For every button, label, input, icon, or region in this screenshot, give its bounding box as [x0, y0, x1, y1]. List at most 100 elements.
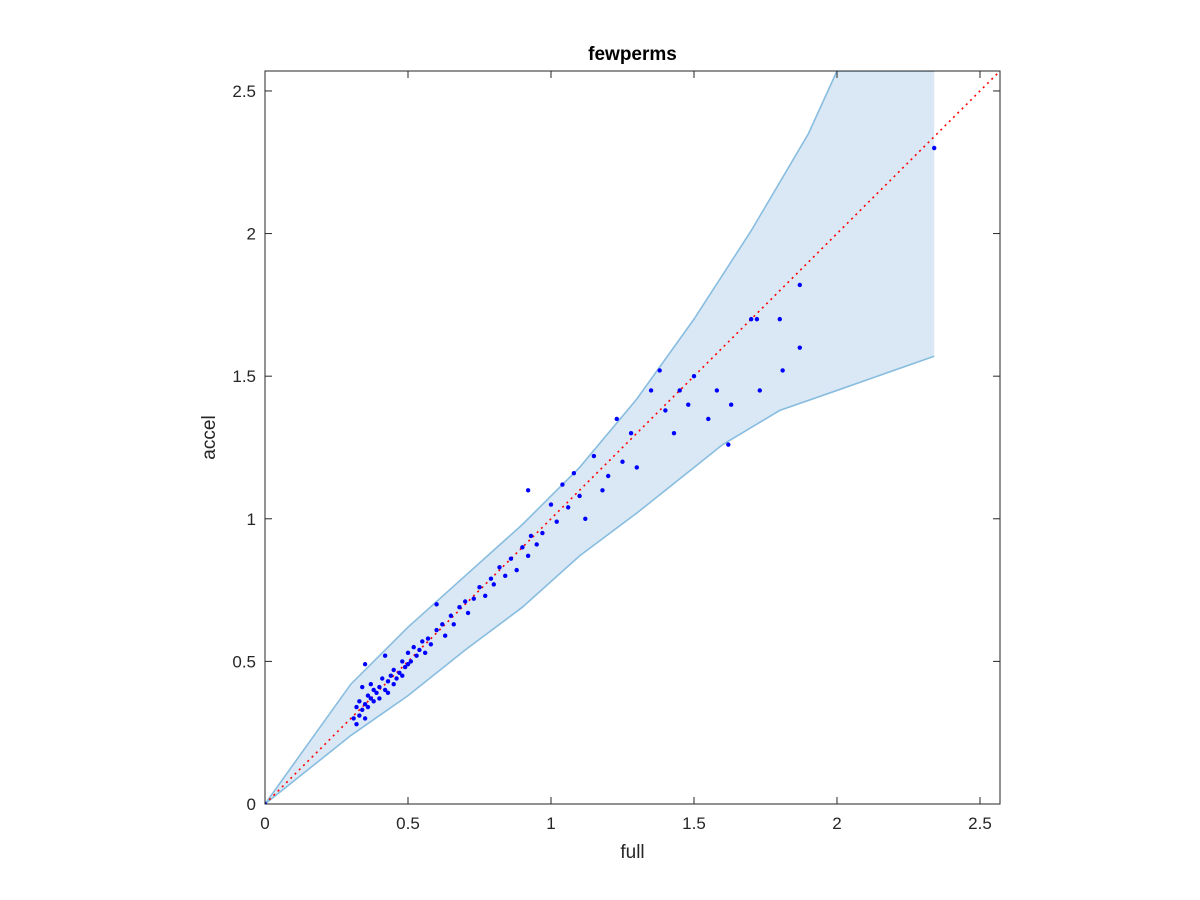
- data-point: [797, 345, 803, 350]
- data-point: [422, 650, 428, 656]
- data-point: [360, 684, 365, 690]
- data-point: [600, 488, 605, 493]
- data-point: [414, 653, 419, 658]
- data-point: [457, 605, 462, 610]
- data-point: [354, 721, 359, 727]
- x-tick-label: 1: [546, 814, 555, 833]
- data-point: [565, 505, 571, 510]
- data-point: [634, 465, 639, 470]
- data-point: [434, 602, 439, 607]
- data-point: [706, 416, 711, 422]
- data-point: [391, 667, 396, 673]
- data-point: [391, 682, 396, 687]
- ticks: 0 0.5 1 1.5 2 2.5 0 0.5 1 1.5 2 2.5: [232, 71, 1000, 833]
- data-point: [377, 684, 382, 690]
- data-point: [748, 316, 754, 322]
- x-tick-label: 0.5: [396, 814, 420, 833]
- y-tick-label: 0.5: [232, 652, 256, 671]
- data-point: [648, 388, 654, 393]
- data-point: [488, 576, 494, 581]
- data-point: [657, 368, 662, 373]
- y-axis-label: accel: [199, 415, 220, 459]
- data-point: [405, 650, 411, 656]
- data-point: [757, 388, 762, 393]
- data-point: [514, 567, 519, 573]
- data-point: [728, 402, 734, 407]
- data-point: [491, 582, 496, 587]
- data-point: [357, 699, 362, 704]
- data-point: [671, 431, 677, 436]
- data-point: [797, 282, 803, 288]
- data-point: [605, 473, 611, 479]
- x-tick-label: 1.5: [682, 814, 706, 833]
- data-point: [571, 470, 577, 476]
- data-point: [417, 647, 422, 653]
- data-point: [362, 701, 368, 707]
- data-point: [503, 573, 508, 579]
- band-lower-edge: [265, 355, 935, 804]
- data-point: [385, 690, 391, 695]
- x-axis-label: full: [620, 842, 644, 863]
- data-point: [462, 599, 468, 604]
- data-point: [351, 716, 356, 721]
- data-point: [714, 388, 720, 393]
- data-point: [385, 679, 391, 684]
- data-point: [371, 687, 376, 693]
- y-tick-label: 1: [247, 510, 256, 529]
- confidence-band: [265, 71, 935, 804]
- data-point: [362, 716, 368, 721]
- y-tick-label: 0: [247, 795, 256, 814]
- data-point: [368, 682, 374, 687]
- data-point: [540, 530, 545, 536]
- data-point: [628, 431, 634, 436]
- axes-box: [264, 70, 1001, 805]
- data-point: [560, 482, 565, 487]
- data-point: [428, 642, 434, 647]
- data-point: [440, 622, 445, 627]
- data-point: [371, 699, 376, 704]
- data-point: [577, 493, 582, 499]
- data-point: [354, 704, 359, 710]
- data-point: [362, 662, 368, 667]
- band-upper-edge: [265, 71, 935, 804]
- data-point: [554, 519, 559, 524]
- data-point: [525, 553, 531, 559]
- data-point: [620, 459, 625, 464]
- data-point: [434, 627, 439, 633]
- data-point: [583, 516, 588, 521]
- data-point: [451, 622, 456, 627]
- identity-line: [265, 71, 1000, 804]
- data-point: [442, 633, 448, 638]
- data-point: [677, 388, 682, 393]
- data-point: [425, 636, 431, 641]
- data-point: [368, 696, 374, 701]
- data-point: [528, 533, 534, 539]
- data-point: [780, 368, 785, 373]
- data-point: [726, 442, 731, 447]
- data-point: [397, 670, 402, 676]
- data-point: [932, 145, 937, 151]
- data-point: [408, 659, 414, 664]
- data-point: [420, 639, 425, 644]
- data-point: [382, 687, 388, 693]
- data-point: [520, 545, 525, 550]
- data-point: [448, 613, 454, 618]
- x-tick-label: 0: [260, 814, 269, 833]
- data-point: [508, 556, 514, 561]
- data-point: [377, 696, 382, 701]
- x-tick-label: 2: [832, 814, 841, 833]
- data-point: [405, 662, 411, 667]
- x-tick-label: 2.5: [968, 814, 992, 833]
- data-point: [477, 585, 482, 590]
- data-point: [777, 316, 782, 322]
- data-point: [686, 402, 691, 407]
- data-point: [380, 676, 385, 681]
- data-point: [663, 408, 668, 413]
- data-point: [400, 659, 405, 664]
- data-point: [365, 704, 371, 710]
- data-point: [400, 673, 405, 678]
- chart-title: fewperms: [588, 44, 677, 65]
- data-point: [591, 453, 597, 459]
- y-tick-label: 1.5: [232, 367, 256, 386]
- data-point: [497, 565, 502, 570]
